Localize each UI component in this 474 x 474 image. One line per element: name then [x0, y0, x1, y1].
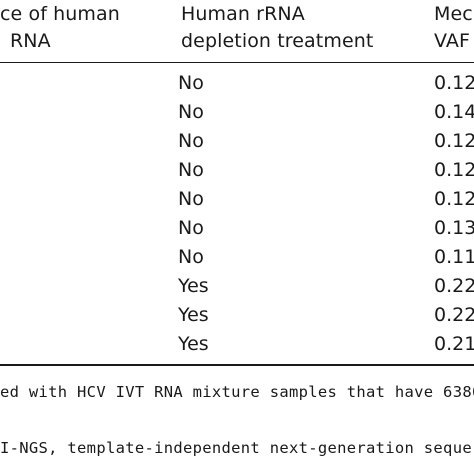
vaf-cell: 0.12 [434, 188, 474, 210]
treatment-cell: No [178, 130, 204, 152]
header-col3-line2: VAF [434, 30, 471, 52]
treatment-cell: No [178, 101, 204, 123]
header-col1-line2: RNA [10, 30, 51, 52]
vaf-cell: 0.11 [434, 246, 474, 268]
vaf-cell: 0.14 [434, 101, 474, 123]
footnote-line-1: ed with HCV IVT RNA mixture samples that… [0, 383, 474, 401]
vaf-cell: 0.22 [434, 275, 474, 297]
header-col2-line1: Human rRNA [181, 3, 305, 25]
vaf-cell: 0.21 [434, 333, 474, 355]
vaf-cell: 0.22 [434, 304, 474, 326]
header-col1-line1: ce of human [0, 3, 120, 25]
treatment-cell: No [178, 159, 204, 181]
header-col3-line1: Mec [434, 3, 473, 25]
vaf-cell: 0.12 [434, 159, 474, 181]
treatment-cell: Yes [178, 304, 209, 326]
footnote-line-2: I-NGS, template-independent next-generat… [0, 439, 472, 457]
treatment-cell: No [178, 188, 204, 210]
treatment-cell: No [178, 246, 204, 268]
vaf-cell: 0.12 [434, 130, 474, 152]
treatment-cell: No [178, 217, 204, 239]
header-divider [0, 62, 474, 63]
table-bottom-rule [0, 364, 474, 366]
treatment-cell: Yes [178, 333, 209, 355]
header-col2-line2: depletion treatment [181, 30, 374, 52]
vaf-cell: 0.12 [434, 72, 474, 94]
treatment-cell: Yes [178, 275, 209, 297]
treatment-cell: No [178, 72, 204, 94]
vaf-cell: 0.13 [434, 217, 474, 239]
